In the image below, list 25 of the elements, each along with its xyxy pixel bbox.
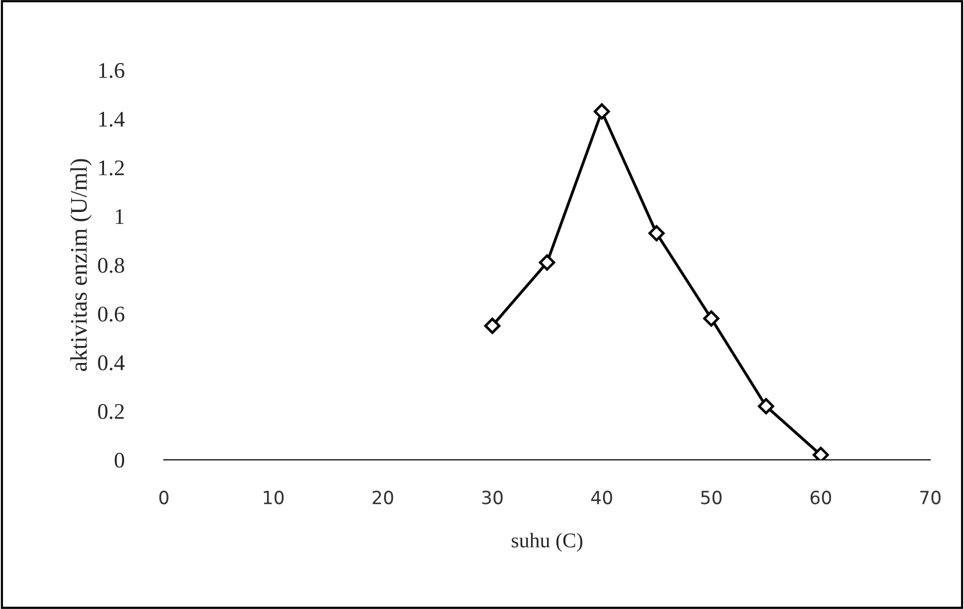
point [594, 103, 610, 120]
point [648, 225, 665, 242]
y-tick-label: 0.8 [98, 258, 124, 273]
point [484, 318, 500, 334]
point [758, 398, 774, 414]
y-tick-label: 0.4 [98, 355, 125, 370]
y-tick-label: 1 [116, 209, 124, 224]
x-tick-label: 40 [591, 490, 612, 504]
x-tick-label: 70 [920, 490, 941, 504]
y-tick-label: 1.4 [99, 112, 125, 127]
y-tick-label: 0.6 [98, 306, 124, 322]
y-axis-title: aktivitas enzim (U/ml) [70, 159, 92, 371]
x-tick-label: 60 [810, 490, 832, 504]
y-tick-label: 1.6 [99, 63, 124, 78]
y-tick-label: 0.2 [98, 404, 124, 420]
x-tick-label: 20 [372, 490, 394, 504]
x-tick-label: 0 [159, 490, 168, 504]
y-tick-label: 0 [114, 452, 124, 468]
x-tick-label: 30 [482, 490, 503, 504]
x-tick-label: 50 [701, 490, 722, 504]
y-tick-label: 1.2 [99, 160, 124, 176]
point [703, 310, 720, 327]
x-tick-label: 10 [264, 490, 284, 504]
point [538, 254, 556, 271]
x-axis-title: suhu (C) [512, 532, 582, 552]
